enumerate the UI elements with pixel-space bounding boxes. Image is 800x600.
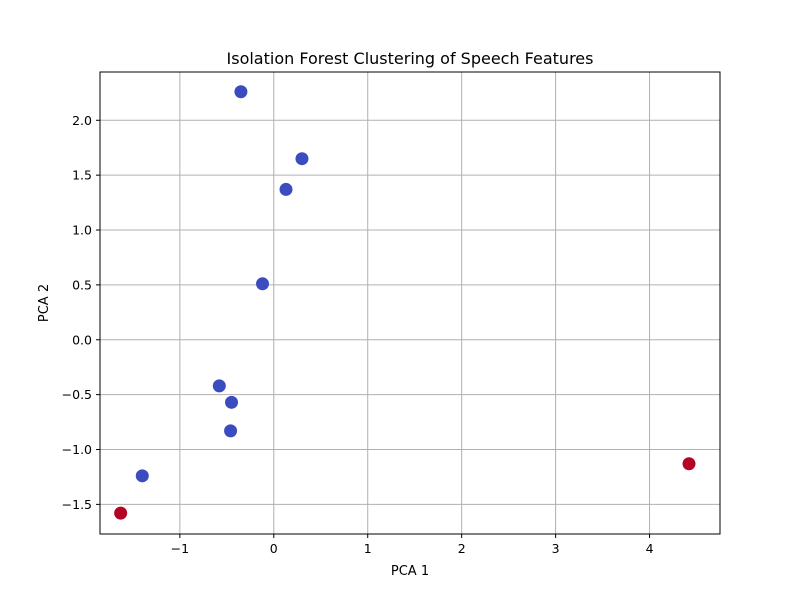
inlier-point bbox=[224, 424, 238, 438]
y-tick-label: 2.0 bbox=[72, 113, 92, 128]
y-tick-label: −1.5 bbox=[62, 497, 92, 512]
plot-frame bbox=[99, 71, 721, 535]
x-tick-label: 0 bbox=[270, 541, 278, 556]
inlier-point bbox=[279, 182, 293, 196]
x-axis-label: PCA 1 bbox=[391, 564, 429, 579]
x-axis-ticks: −1 0 1 2 3 4 bbox=[171, 534, 654, 556]
inlier-point bbox=[234, 85, 248, 99]
y-tick-label: 1.5 bbox=[72, 168, 92, 183]
inlier-point bbox=[225, 395, 239, 409]
inlier-point bbox=[212, 379, 226, 393]
y-tick-label: −0.5 bbox=[62, 387, 92, 402]
x-tick-label: 1 bbox=[364, 541, 372, 556]
x-tick-label: 2 bbox=[458, 541, 466, 556]
x-tick-label: −1 bbox=[171, 541, 189, 556]
y-tick-label: 1.0 bbox=[72, 223, 92, 238]
y-tick-label: 0.0 bbox=[72, 332, 92, 347]
chart-title: Isolation Forest Clustering of Speech Fe… bbox=[227, 49, 594, 68]
data-points bbox=[114, 85, 696, 520]
grid-lines bbox=[100, 72, 720, 534]
outlier-point bbox=[682, 457, 696, 471]
y-axis-ticks: −1.5 −1.0 −0.5 0.0 0.5 1.0 1.5 2.0 bbox=[62, 113, 100, 512]
x-tick-label: 3 bbox=[552, 541, 560, 556]
y-tick-label: 0.5 bbox=[72, 277, 92, 292]
inlier-point bbox=[135, 469, 149, 483]
y-tick-label: −1.0 bbox=[62, 442, 92, 457]
inlier-point bbox=[295, 152, 309, 166]
y-axis-label: PCA 2 bbox=[37, 284, 52, 322]
outlier-point bbox=[114, 506, 128, 520]
inlier-point bbox=[256, 277, 270, 291]
x-tick-label: 4 bbox=[646, 541, 654, 556]
